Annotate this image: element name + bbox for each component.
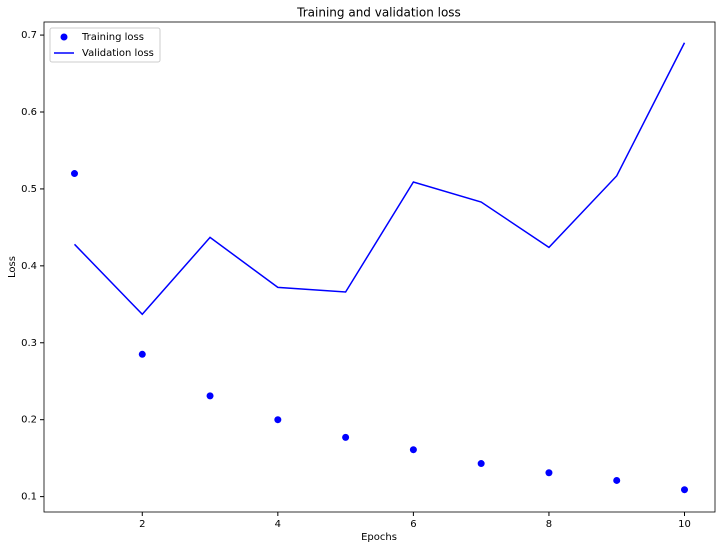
y-tick-label: 0.4 <box>21 261 37 272</box>
y-tick-label: 0.5 <box>21 184 37 195</box>
legend: Training loss Validation loss <box>49 27 161 63</box>
x-tick-label: 6 <box>410 519 416 530</box>
data-point <box>342 433 350 441</box>
x-tick-label: 8 <box>546 519 552 530</box>
chart-title: Training and validation loss <box>296 6 461 20</box>
data-point <box>477 460 485 468</box>
data-point <box>409 446 417 454</box>
y-axis-label: Loss <box>7 256 18 278</box>
legend-label: Training loss <box>81 32 144 43</box>
y-tick-label: 0.1 <box>21 492 37 503</box>
data-point <box>71 170 78 178</box>
y-tick-label: 0.7 <box>21 30 37 41</box>
x-tick-label: 10 <box>678 519 691 530</box>
y-tick-label: 0.3 <box>21 338 37 349</box>
data-point <box>138 350 146 358</box>
x-tick-label: 4 <box>275 519 281 530</box>
legend-marker <box>60 33 68 41</box>
y-tick-label: 0.6 <box>21 107 37 118</box>
plot-frame <box>43 21 716 513</box>
data-point <box>613 476 621 484</box>
x-tick-label: 2 <box>139 519 145 530</box>
x-axis-label: Epochs <box>361 532 397 543</box>
data-point <box>681 486 688 494</box>
legend-label: Validation loss <box>82 48 154 59</box>
data-line <box>73 42 686 316</box>
data-point <box>545 469 553 477</box>
y-tick-label: 0.2 <box>21 415 37 426</box>
data-point <box>206 392 214 400</box>
data-point <box>274 416 282 424</box>
legend-box <box>49 27 161 63</box>
